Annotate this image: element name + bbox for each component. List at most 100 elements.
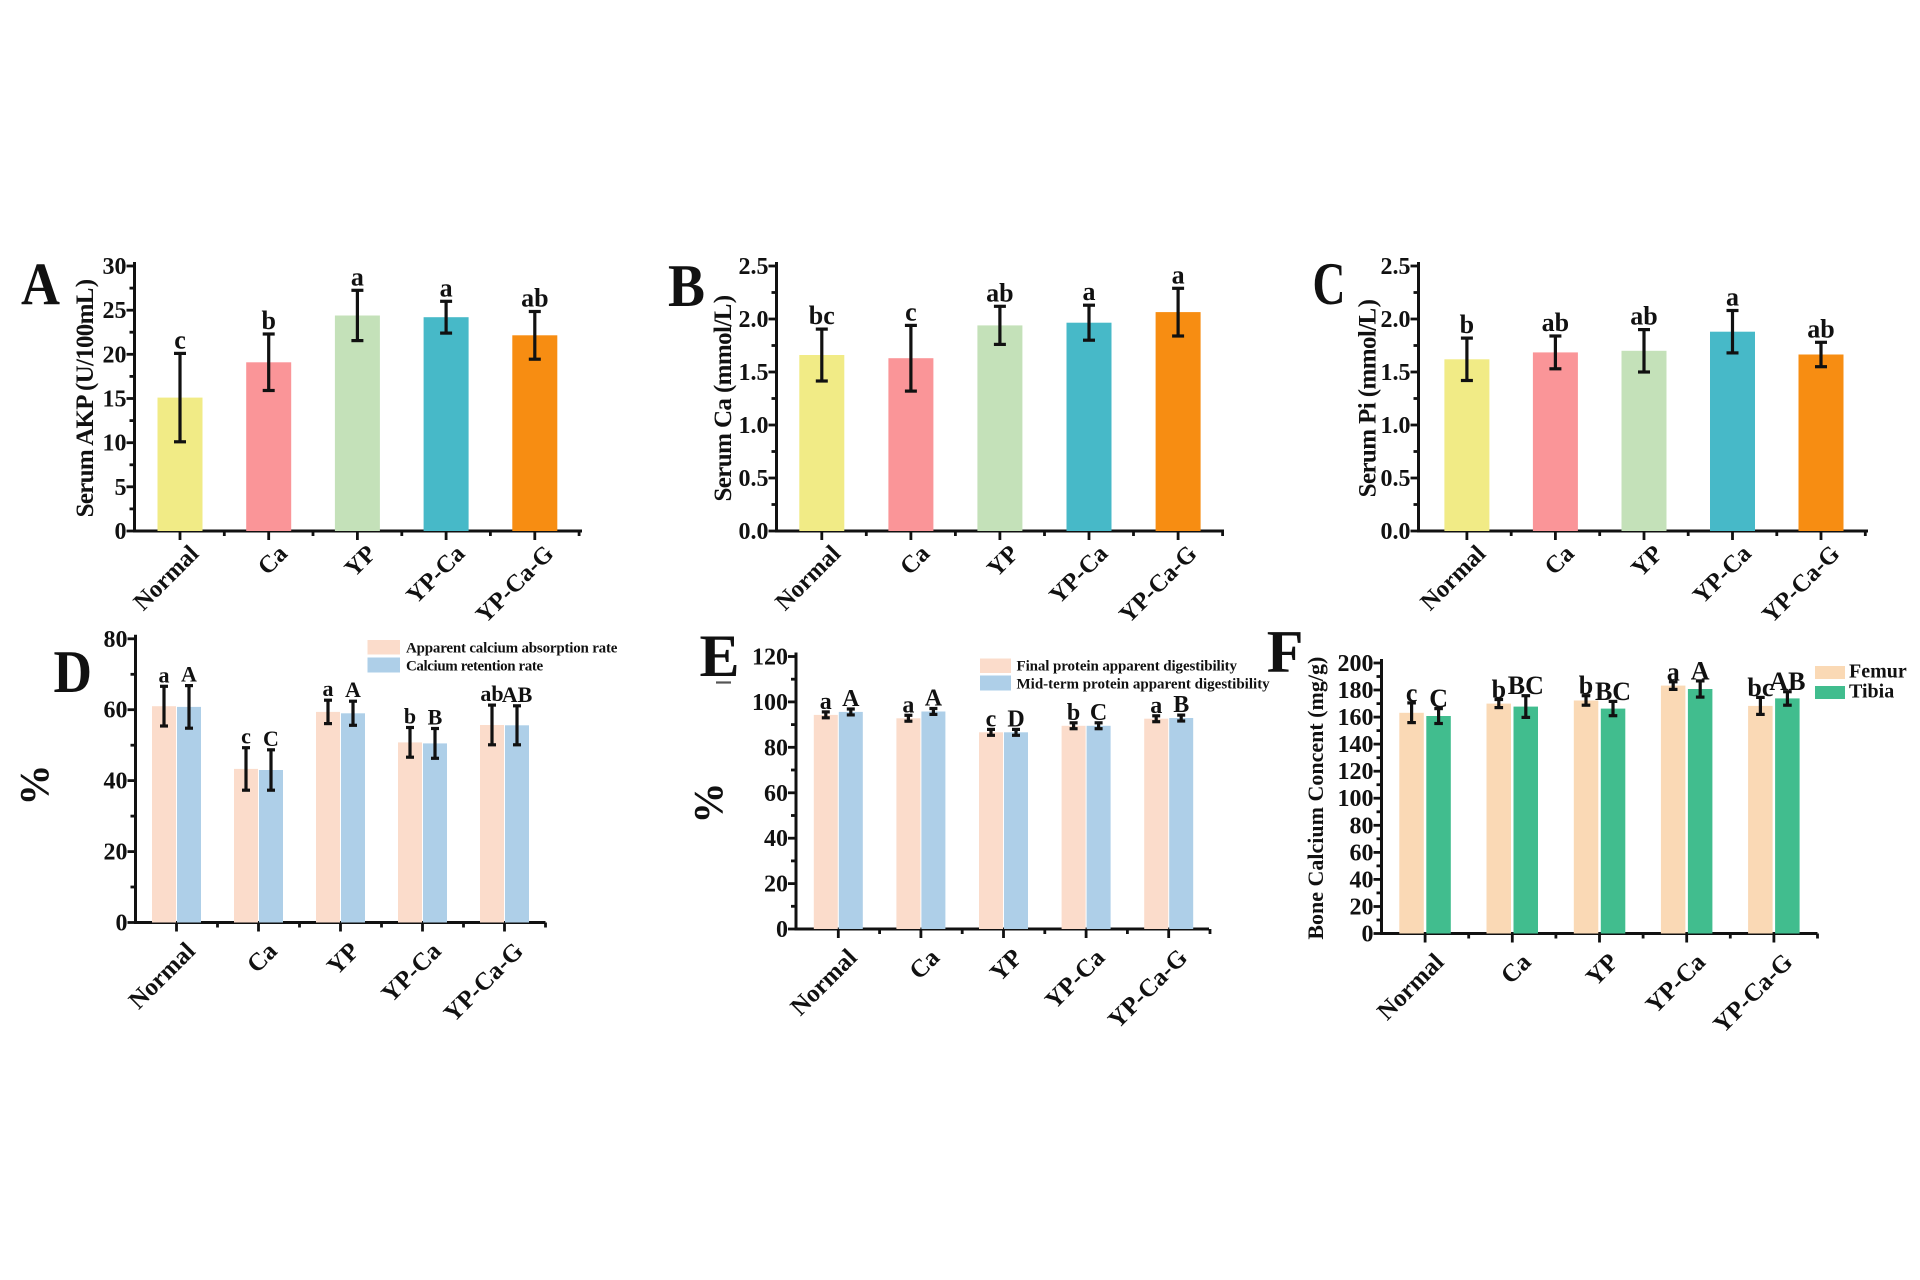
svg-text:C: C xyxy=(1429,684,1448,713)
svg-text:AB: AB xyxy=(1769,667,1805,696)
svg-text:20: 20 xyxy=(104,840,128,866)
svg-text:a: a xyxy=(1150,693,1162,719)
svg-text:C: C xyxy=(1313,251,1346,317)
svg-text:40: 40 xyxy=(764,826,788,852)
svg-text:20: 20 xyxy=(1350,895,1374,921)
svg-text:10: 10 xyxy=(103,431,127,457)
svg-text:b: b xyxy=(261,306,275,335)
svg-text:a: a xyxy=(902,692,914,718)
svg-text:C: C xyxy=(1090,700,1107,726)
svg-text:b: b xyxy=(1492,675,1506,704)
svg-text:A: A xyxy=(925,686,943,712)
svg-text:E: E xyxy=(700,623,740,689)
svg-text:b: b xyxy=(1460,310,1474,339)
svg-text:%: % xyxy=(685,783,731,824)
svg-text:180: 180 xyxy=(1338,678,1374,704)
svg-text:100: 100 xyxy=(752,690,788,716)
svg-text:ab: ab xyxy=(480,681,503,706)
svg-text:80: 80 xyxy=(764,735,788,761)
svg-text:B: B xyxy=(668,253,705,319)
svg-text:c: c xyxy=(1406,678,1418,707)
svg-text:bc: bc xyxy=(809,301,835,330)
svg-text:ab: ab xyxy=(1807,314,1834,343)
svg-text:BC: BC xyxy=(1508,671,1544,700)
svg-text:b: b xyxy=(1067,700,1080,726)
svg-text:80: 80 xyxy=(1350,813,1374,839)
svg-text:Serum AKP (U/100mL): Serum AKP (U/100mL) xyxy=(72,279,99,517)
svg-text:Tibia: Tibia xyxy=(1849,681,1894,703)
svg-text:F: F xyxy=(1267,619,1304,685)
svg-text:80: 80 xyxy=(104,627,128,653)
svg-text:Apparent calcium absorption ra: Apparent calcium absorption rate xyxy=(406,641,618,657)
svg-text:b: b xyxy=(1579,671,1593,700)
svg-text:0: 0 xyxy=(776,917,788,943)
svg-text:a: a xyxy=(323,676,334,701)
svg-text:AB: AB xyxy=(502,682,533,707)
svg-text:c: c xyxy=(905,297,917,326)
svg-text:0.5: 0.5 xyxy=(1381,466,1411,492)
svg-text:a: a xyxy=(440,273,453,302)
svg-text:1.0: 1.0 xyxy=(1381,413,1411,439)
svg-text:A: A xyxy=(1691,656,1710,685)
svg-text:c: c xyxy=(174,325,186,354)
svg-text:Bone Calcium Concent (mg/g): Bone Calcium Concent (mg/g) xyxy=(1303,657,1328,940)
svg-text:A: A xyxy=(345,677,361,702)
svg-text:120: 120 xyxy=(1338,759,1374,785)
svg-text:60: 60 xyxy=(764,781,788,807)
svg-text:20: 20 xyxy=(764,872,788,898)
svg-text:200: 200 xyxy=(1338,651,1374,677)
svg-text:25: 25 xyxy=(103,298,127,324)
svg-text:bc: bc xyxy=(1747,673,1773,702)
svg-text:15: 15 xyxy=(103,387,127,413)
svg-text:0: 0 xyxy=(116,911,128,937)
svg-text:Mid-term protein apparent dige: Mid-term protein apparent digestibility xyxy=(1017,677,1271,693)
svg-text:40: 40 xyxy=(1350,867,1374,893)
svg-text:ab: ab xyxy=(521,284,548,313)
svg-text:160: 160 xyxy=(1338,705,1374,731)
svg-text:30: 30 xyxy=(103,254,127,280)
svg-text:2.5: 2.5 xyxy=(1381,254,1411,280)
svg-text:40: 40 xyxy=(104,769,128,795)
svg-text:C: C xyxy=(263,726,279,751)
svg-text:1.0: 1.0 xyxy=(739,413,769,439)
svg-text:1.5: 1.5 xyxy=(1381,360,1411,386)
svg-text:Serum Ca (mmol/L): Serum Ca (mmol/L) xyxy=(710,295,737,501)
svg-text:a: a xyxy=(159,662,170,687)
svg-text:c: c xyxy=(986,706,997,732)
svg-text:0: 0 xyxy=(1362,922,1374,948)
svg-text:BC: BC xyxy=(1595,677,1631,706)
svg-text:a: a xyxy=(1172,260,1185,289)
svg-text:Serum Pi (mmol/L): Serum Pi (mmol/L) xyxy=(1355,299,1382,497)
svg-text:0.0: 0.0 xyxy=(1381,519,1411,545)
svg-text:1.5: 1.5 xyxy=(739,360,769,386)
svg-text:a: a xyxy=(1083,277,1096,306)
svg-text:Calcium retention rate: Calcium retention rate xyxy=(406,659,543,675)
svg-text:60: 60 xyxy=(1350,840,1374,866)
svg-text:D: D xyxy=(1007,706,1024,732)
svg-text:2.0: 2.0 xyxy=(1381,307,1411,333)
svg-text:ab: ab xyxy=(1630,302,1657,331)
svg-text:a: a xyxy=(820,689,832,715)
svg-text:%: % xyxy=(11,765,57,806)
svg-text:a: a xyxy=(1667,657,1680,686)
svg-text:5: 5 xyxy=(115,475,127,501)
svg-text:a: a xyxy=(351,262,364,291)
svg-text:b: b xyxy=(404,704,416,729)
svg-text:c: c xyxy=(241,724,251,749)
svg-text:100: 100 xyxy=(1338,786,1374,812)
svg-text:2.0: 2.0 xyxy=(739,307,769,333)
svg-text:D: D xyxy=(54,639,93,705)
svg-text:20: 20 xyxy=(103,342,127,368)
svg-text:0.5: 0.5 xyxy=(739,466,769,492)
svg-text:ab: ab xyxy=(1542,308,1569,337)
svg-text:Final protein apparent digesti: Final protein apparent digestibility xyxy=(1017,659,1238,675)
svg-text:ab: ab xyxy=(986,278,1013,307)
svg-text:B: B xyxy=(428,705,443,730)
svg-text:A: A xyxy=(842,686,860,712)
svg-text:2.5: 2.5 xyxy=(739,254,769,280)
svg-text:B: B xyxy=(1173,692,1189,718)
svg-text:0.0: 0.0 xyxy=(739,519,769,545)
svg-text:60: 60 xyxy=(104,698,128,724)
svg-text:Femur: Femur xyxy=(1849,661,1907,683)
svg-text:A: A xyxy=(181,662,197,687)
